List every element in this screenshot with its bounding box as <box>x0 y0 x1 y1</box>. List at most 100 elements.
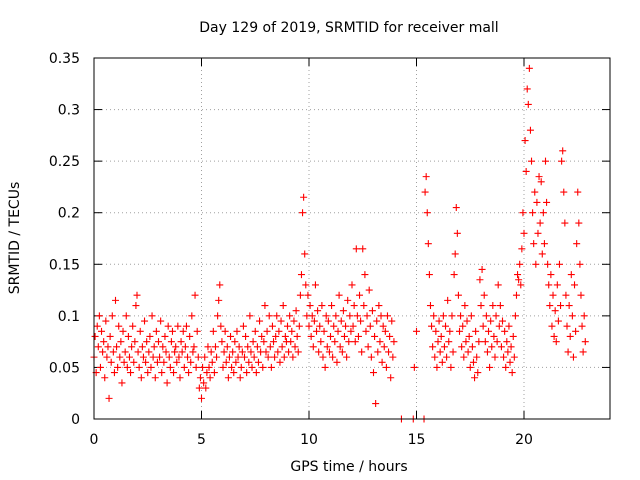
data-point <box>194 353 202 361</box>
data-point <box>485 327 493 335</box>
data-point <box>100 338 108 346</box>
data-point <box>360 302 368 310</box>
data-point <box>500 353 508 361</box>
data-point <box>161 332 169 340</box>
data-point <box>515 276 523 284</box>
data-point <box>288 327 296 335</box>
data-point <box>573 240 581 248</box>
data-point <box>272 332 280 340</box>
data-point <box>181 343 189 351</box>
data-point <box>267 363 275 371</box>
y-tick-label: 0.15 <box>49 257 80 273</box>
data-point <box>486 363 494 371</box>
data-point <box>179 327 187 335</box>
data-point <box>234 353 242 361</box>
data-point <box>292 307 300 315</box>
data-point <box>308 312 316 320</box>
data-point <box>364 343 372 351</box>
data-point <box>351 338 359 346</box>
data-point <box>464 348 472 356</box>
data-point <box>579 348 587 356</box>
data-point <box>103 353 111 361</box>
y-tick-label: 0.05 <box>49 360 80 376</box>
data-point <box>202 384 210 392</box>
data-point <box>149 353 157 361</box>
data-point <box>275 327 283 335</box>
data-point <box>332 312 340 320</box>
data-point <box>526 126 534 134</box>
data-point <box>559 147 567 155</box>
data-point <box>151 374 159 382</box>
data-point <box>373 317 381 325</box>
data-point <box>445 338 453 346</box>
data-point <box>210 369 218 377</box>
data-point <box>105 394 113 402</box>
data-point <box>128 343 136 351</box>
plot-frame <box>93 57 611 420</box>
data-point <box>528 157 536 165</box>
data-point <box>468 343 476 351</box>
data-point <box>456 327 463 335</box>
data-point <box>505 322 513 330</box>
data-point <box>488 343 496 351</box>
y-tick-label: 0.2 <box>58 206 80 222</box>
data-point <box>287 338 295 346</box>
data-point <box>430 312 438 320</box>
data-point <box>386 332 394 340</box>
data-point <box>168 327 176 335</box>
data-point <box>304 291 312 299</box>
y-axis-label: SRMTID / TECUs <box>7 182 23 295</box>
data-point <box>531 188 539 196</box>
data-point <box>280 353 288 361</box>
data-point <box>138 343 146 351</box>
data-point <box>568 312 576 320</box>
data-point <box>277 317 285 325</box>
data-point <box>481 338 489 346</box>
data-point <box>99 348 107 356</box>
data-point <box>152 327 160 335</box>
data-point <box>230 369 238 377</box>
data-point <box>191 291 199 299</box>
data-point <box>163 379 171 387</box>
data-point <box>314 307 322 315</box>
grid-lines <box>94 58 610 419</box>
x-tick-label: 10 <box>300 432 318 448</box>
data-point <box>440 343 448 351</box>
data-point <box>132 302 140 310</box>
data-point <box>512 291 520 299</box>
data-point <box>572 327 580 335</box>
data-point <box>95 312 103 320</box>
data-point <box>388 317 396 325</box>
data-point <box>203 369 211 377</box>
data-point <box>167 338 175 346</box>
data-point <box>578 322 586 330</box>
data-point <box>301 250 309 258</box>
data-point <box>576 260 584 268</box>
data-point <box>195 384 203 392</box>
data-point <box>209 327 217 335</box>
data-point <box>546 302 554 310</box>
data-point <box>94 343 102 351</box>
data-point <box>562 291 570 299</box>
data-point <box>127 369 135 377</box>
data-point <box>284 322 291 330</box>
data-point <box>346 312 354 320</box>
data-point <box>509 332 517 340</box>
data-point <box>162 348 170 356</box>
data-point <box>325 348 333 356</box>
data-point <box>514 271 522 279</box>
data-point <box>366 322 374 330</box>
data-point <box>362 327 370 335</box>
data-point <box>461 302 469 310</box>
data-point <box>186 332 194 340</box>
data-point <box>104 343 112 351</box>
data-point <box>139 353 147 361</box>
data-point <box>177 338 185 346</box>
data-point <box>236 374 244 382</box>
data-point <box>199 363 207 371</box>
data-point <box>508 369 516 377</box>
data-point <box>524 100 532 108</box>
data-point <box>217 322 225 330</box>
data-point <box>265 312 273 320</box>
data-point <box>483 348 491 356</box>
